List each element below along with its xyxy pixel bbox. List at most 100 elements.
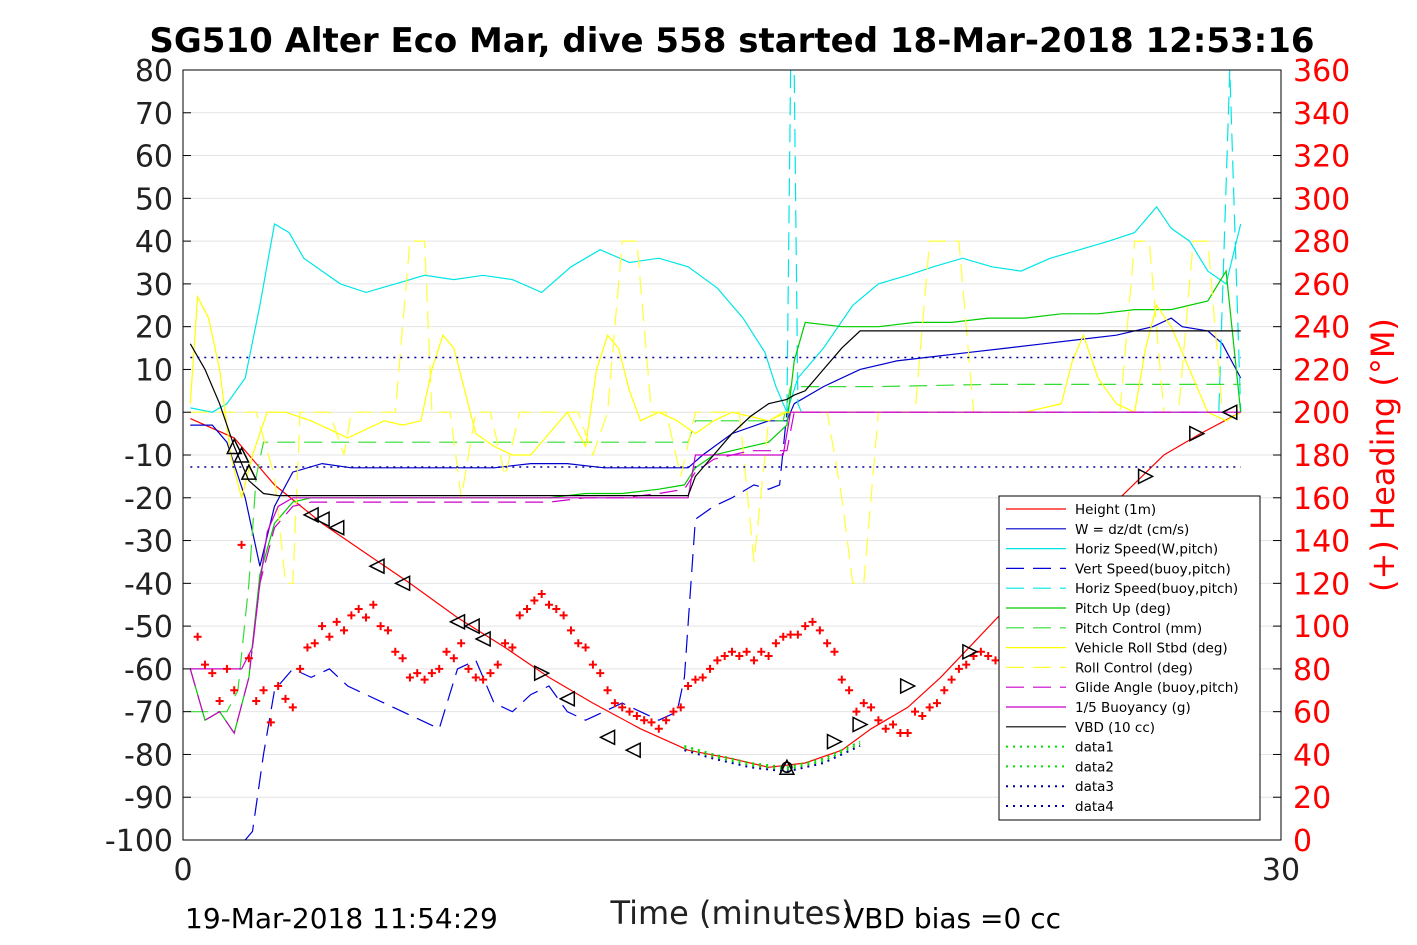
legend-label: data2 bbox=[1075, 759, 1114, 775]
heading-point bbox=[530, 596, 539, 605]
height-marker bbox=[852, 716, 869, 733]
heading-point bbox=[545, 600, 553, 609]
height-marker bbox=[302, 506, 319, 524]
left-tick-label: 60 bbox=[135, 140, 173, 175]
series-vert_buoy bbox=[244, 411, 798, 841]
series-pitch bbox=[189, 269, 1242, 735]
left-tick-label: -100 bbox=[105, 824, 173, 859]
legend-label: Pitch Control (mm) bbox=[1075, 621, 1202, 637]
left-tick-label: -50 bbox=[124, 610, 173, 645]
heading-point bbox=[610, 699, 619, 708]
heading-point bbox=[676, 703, 685, 712]
heading-point bbox=[581, 643, 590, 652]
x-axis: 0 30 bbox=[173, 832, 1300, 888]
height-marker bbox=[226, 437, 243, 455]
x-tick-label: 0 bbox=[173, 853, 192, 888]
heading-point bbox=[354, 605, 363, 613]
heading-point bbox=[215, 696, 224, 705]
left-tick-label: 0 bbox=[154, 396, 173, 431]
heading-point bbox=[318, 622, 327, 631]
heading-point bbox=[896, 729, 905, 738]
left-tick-label: 70 bbox=[135, 97, 173, 132]
right-tick-label: 360 bbox=[1293, 54, 1350, 89]
heading-point bbox=[793, 630, 802, 639]
heading-point bbox=[479, 675, 488, 684]
height-marker bbox=[313, 510, 330, 528]
height-marker bbox=[962, 643, 979, 660]
heading-point bbox=[208, 669, 217, 678]
footer-vbd-bias: VBD bias =0 cc bbox=[845, 902, 1061, 935]
legend-label: data3 bbox=[1075, 779, 1114, 795]
legend-label: Glide Angle (buoy,pitch) bbox=[1075, 680, 1239, 696]
heading-point bbox=[369, 600, 378, 609]
height-marker bbox=[328, 519, 345, 536]
heading-point bbox=[742, 647, 751, 656]
heading-point bbox=[706, 664, 715, 673]
heading-point bbox=[523, 605, 532, 613]
height-marker bbox=[368, 558, 385, 575]
heading-point bbox=[713, 656, 722, 665]
heading-point bbox=[815, 626, 824, 635]
heading-point bbox=[398, 654, 407, 663]
right-tick-label: 0 bbox=[1293, 824, 1312, 859]
heading-point bbox=[325, 632, 334, 641]
heading-point bbox=[654, 724, 663, 733]
right-tick-label: 20 bbox=[1293, 781, 1331, 816]
right-tick-label: 300 bbox=[1293, 182, 1350, 217]
heading-point bbox=[911, 707, 919, 716]
heading-point bbox=[932, 699, 941, 708]
heading-point bbox=[918, 711, 927, 720]
height-marker bbox=[778, 758, 796, 776]
series-data2 bbox=[684, 742, 861, 771]
height-marker bbox=[448, 613, 466, 631]
series-layer bbox=[189, 69, 1242, 841]
heading-point bbox=[728, 647, 736, 656]
heading-point bbox=[515, 611, 524, 620]
heading-point bbox=[449, 654, 458, 663]
heading-point bbox=[303, 643, 312, 652]
height-marker bbox=[474, 630, 491, 648]
heading-point bbox=[764, 652, 773, 661]
right-tick-label: 320 bbox=[1293, 140, 1350, 175]
heading-point bbox=[588, 660, 597, 669]
heading-point bbox=[881, 724, 890, 733]
right-tick-label: 140 bbox=[1293, 525, 1350, 560]
x-tick-label: 30 bbox=[1262, 853, 1300, 888]
heading-point bbox=[537, 590, 546, 599]
heading-point bbox=[984, 652, 993, 661]
heading-point bbox=[501, 639, 510, 648]
right-tick-label: 240 bbox=[1293, 311, 1350, 346]
heading-point bbox=[244, 654, 253, 663]
heading-point bbox=[340, 626, 349, 635]
right-tick-label: 200 bbox=[1293, 396, 1350, 431]
right-axis: 3603403203002802602402202001801601401201… bbox=[1273, 54, 1350, 859]
heading-point bbox=[493, 660, 502, 669]
legend: Height (1m) W = dz/dt (cm/s) Horiz Speed(W… bbox=[998, 495, 1261, 821]
left-tick-label: -30 bbox=[124, 525, 173, 560]
heading-point bbox=[947, 675, 956, 684]
heading-point bbox=[771, 639, 780, 648]
height-marker bbox=[233, 446, 250, 463]
series-vbd bbox=[189, 330, 1241, 497]
legend-label: W = dz/dt (cm/s) bbox=[1075, 522, 1189, 538]
left-tick-label: 40 bbox=[135, 225, 173, 260]
heading-point bbox=[237, 540, 246, 549]
heading-point bbox=[859, 699, 868, 708]
height-marker bbox=[558, 690, 576, 708]
heading-point bbox=[830, 647, 839, 656]
heading-point bbox=[874, 716, 883, 725]
left-tick-label: -20 bbox=[124, 482, 173, 517]
heading-point bbox=[574, 639, 583, 648]
heading-point bbox=[310, 639, 319, 648]
heading-point bbox=[625, 707, 634, 716]
heading-point bbox=[720, 652, 729, 661]
heading-point bbox=[669, 707, 678, 716]
left-tick-label: -40 bbox=[124, 567, 173, 602]
heading-point bbox=[427, 669, 436, 678]
heading-point bbox=[749, 656, 758, 665]
heading-point bbox=[552, 605, 561, 613]
heading-point bbox=[362, 613, 370, 622]
heading-point bbox=[698, 673, 707, 682]
heading-point bbox=[281, 694, 290, 703]
heading-point bbox=[684, 682, 693, 690]
